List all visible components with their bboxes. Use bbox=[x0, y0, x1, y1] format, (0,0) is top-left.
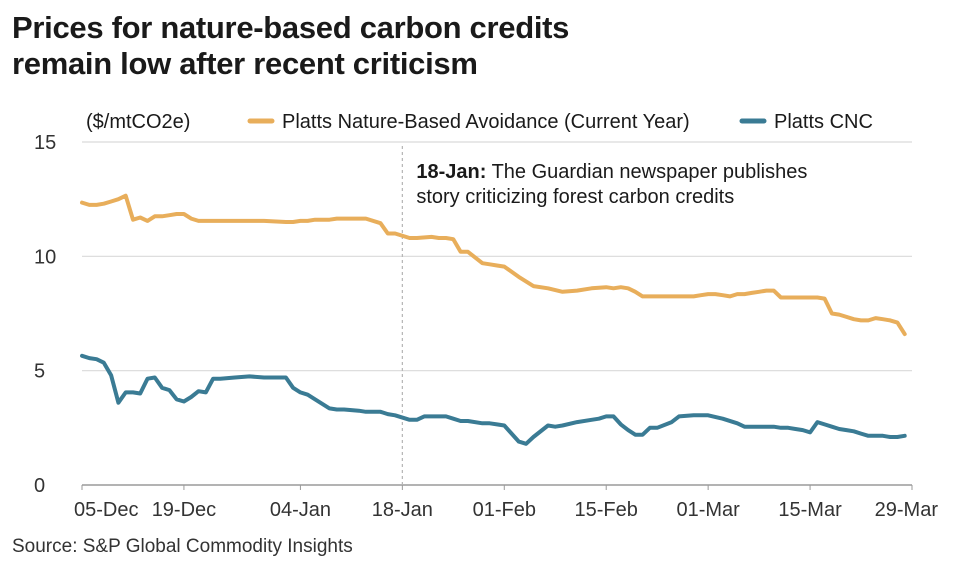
chart-title-line-2: remain low after recent criticism bbox=[12, 46, 478, 81]
source-note: Source: S&P Global Commodity Insights bbox=[12, 536, 353, 557]
gridlines bbox=[82, 141, 912, 486]
chart-title-line-1: Prices for nature-based carbon credits bbox=[12, 10, 570, 45]
legend-label-2: Platts CNC bbox=[774, 111, 873, 133]
axes: 0 5 10 15 05-Dec 19-Dec 04-Jan 18-Jan 01-Feb 15-F… bbox=[34, 132, 938, 521]
x-tick-label: 04-Jan bbox=[270, 499, 331, 521]
x-tick-label: 18-Jan bbox=[372, 499, 433, 521]
series-lines bbox=[80, 193, 907, 446]
x-tick-label: 15-Feb bbox=[575, 499, 638, 521]
x-tick-label: 19-Dec bbox=[152, 499, 216, 521]
annotation-text-line-1: 18-Jan: The Guardian newspaper publishes bbox=[416, 161, 807, 183]
y-tick-label: 10 bbox=[34, 246, 56, 268]
legend-label-1: Platts Nature-Based Avoidance (Current Y… bbox=[282, 111, 690, 133]
x-tick-label: 01-Feb bbox=[473, 499, 536, 521]
annotation-text-line-2: story criticizing forest carbon credits bbox=[416, 186, 734, 208]
x-tick-label: 29-Mar bbox=[875, 499, 939, 521]
y-tick-label: 5 bbox=[34, 361, 45, 383]
x-tick-label: 01-Mar bbox=[676, 499, 740, 521]
y-tick-label: 15 bbox=[34, 132, 56, 154]
annotation-body-1: The Guardian newspaper publishes bbox=[486, 161, 807, 183]
annotation-group: 18-Jan: The Guardian newspaper publishes… bbox=[401, 146, 807, 485]
chart-title: Prices for nature-based carbon credits r… bbox=[12, 10, 952, 82]
x-tick-label: 15-Mar bbox=[778, 499, 842, 521]
y-tick-label: 0 bbox=[34, 475, 45, 497]
unit-label: ($/mtCO2e) bbox=[86, 111, 190, 133]
annotation-date: 18-Jan: bbox=[416, 161, 486, 183]
series-line-1 bbox=[80, 193, 907, 337]
legend: ($/mtCO2e) Platts Nature-Based Avoidance… bbox=[86, 111, 873, 133]
series-line-2 bbox=[80, 353, 907, 446]
x-tick-label: 05-Dec bbox=[74, 499, 138, 521]
